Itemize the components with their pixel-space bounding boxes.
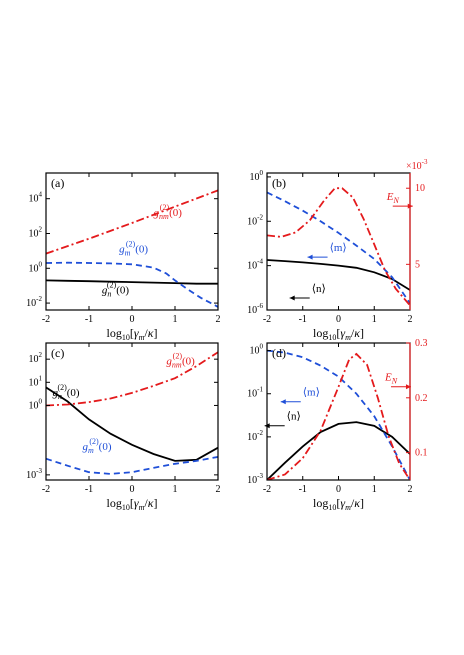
panel-c: -2 -1 0 1 2 10-3 100 101 102 (c) gnm(2)(0) gn(2)(0)… (26, 342, 221, 512)
series-line-b-1 (267, 191, 410, 304)
x-tick-label-b: 0 (336, 314, 341, 325)
series-label-a-1: gm(2)(0) (119, 240, 148, 258)
x-tick-label-b: 2 (408, 314, 413, 325)
y-tick-label-b: 10-6 (247, 302, 263, 316)
series-line-c-1 (46, 456, 218, 475)
series-line-a-1 (46, 261, 218, 308)
series-line-c-0 (46, 386, 218, 462)
x-tick-label-a: 1 (173, 314, 178, 325)
series-label-d-2: ⟨n⟩ (287, 411, 301, 423)
panel-tag-c: (c) (51, 346, 64, 360)
y2-tick-label-b: 5 (415, 259, 420, 270)
x-tick-label-a: 2 (216, 314, 221, 325)
x-tick-label-d: -2 (263, 484, 271, 495)
y-tick-label-d: 10-3 (247, 472, 263, 486)
y2-tick-label-d: 0.1 (415, 448, 428, 459)
series-line-d-2 (267, 352, 410, 480)
series-label-a-0: gnm(2)(0) (154, 203, 183, 221)
x-tick-label-a: 0 (130, 314, 135, 325)
x-tick-label-c: 0 (130, 484, 135, 495)
x-tick-label-d: -1 (299, 484, 307, 495)
series-label-d-0: EN (384, 372, 398, 386)
y-tick-label-d: 100 (250, 343, 264, 357)
series-label-c-1: gn(2)(0) (52, 383, 79, 401)
series-label-d-1: ⟨m⟩ (303, 387, 320, 399)
panel-d: -2 -1 0 1 2 10-3 10-2 10-1 100 0.1 0.2 0.3 (d) EN ⟨m⟩⟨… (247, 338, 427, 512)
panel-tag-d: (d) (272, 346, 286, 360)
y-tick-label-a: 10-2 (26, 295, 42, 309)
series-label-c-0: gnm(2)(0) (166, 351, 195, 369)
y-tick-label-a: 100 (29, 260, 43, 274)
x-tick-label-d: 0 (336, 484, 341, 495)
series-label-b-2: ⟨n⟩ (312, 283, 326, 295)
y2-multiplier-b: ×10-3 (406, 158, 428, 172)
y2-tick-label-b: 10 (415, 183, 425, 194)
y-tick-label-b: 10-2 (247, 213, 263, 227)
y2-tick-label-d: 0.3 (415, 338, 428, 349)
panel-tag-a: (a) (51, 176, 64, 190)
panel-b: -2 -1 0 1 2 10-6 10-4 10-2 100 5 10 ×10-3 (b) EN ⟨m⟩ ⟨n… (247, 158, 428, 342)
series-line-d-1 (267, 349, 410, 480)
y-tick-label-c: 101 (29, 374, 43, 388)
x-tick-label-c: -2 (42, 484, 50, 495)
series-line-d-0 (267, 421, 410, 480)
series-line-a-2 (46, 189, 218, 255)
series-label-b-1: ⟨m⟩ (330, 242, 347, 254)
series-label-c-2: gm(2)(0) (83, 437, 112, 455)
series-line-b-0 (267, 259, 410, 291)
y-tick-label-d: 10-1 (247, 386, 263, 400)
series-line-a-0 (46, 279, 218, 285)
x-tick-label-c: -1 (85, 484, 93, 495)
x-tick-label-c: 2 (216, 484, 221, 495)
y-tick-label-a: 104 (29, 191, 43, 205)
y-tick-label-c: 100 (29, 397, 43, 411)
y-tick-label-a: 102 (29, 225, 43, 239)
x-axis-title-a: log10[γm/κ] (107, 326, 158, 342)
series-line-b-2 (267, 187, 410, 306)
series-label-a-2: gn(2)(0) (102, 281, 129, 299)
panel-tag-b: (b) (272, 176, 286, 190)
x-axis-title-d: log10[γm/κ] (313, 496, 364, 512)
x-tick-label-b: -2 (263, 314, 271, 325)
y2-tick-label-d: 0.2 (415, 393, 428, 404)
panel-a: -2 -1 0 1 2 10-2 100 102 104 (a) gnm(2)(0) gm(2)(0)… (26, 172, 221, 342)
x-tick-label-b: 1 (372, 314, 377, 325)
series-label-b-0: EN (386, 191, 400, 205)
y-tick-label-c: 10-3 (26, 467, 42, 481)
x-axis-title-c: log10[γm/κ] (107, 496, 158, 512)
x-tick-label-b: -1 (299, 314, 307, 325)
x-tick-label-c: 1 (173, 484, 178, 495)
y-tick-label-d: 10-2 (247, 429, 263, 443)
x-tick-label-a: -1 (85, 314, 93, 325)
y-tick-label-b: 100 (250, 169, 264, 183)
x-tick-label-d: 2 (408, 484, 413, 495)
x-tick-label-d: 1 (372, 484, 377, 495)
x-axis-title-b: log10[γm/κ] (313, 326, 364, 342)
series-line-c-2 (46, 351, 218, 407)
x-tick-label-a: -2 (42, 314, 50, 325)
y-tick-label-c: 102 (29, 351, 43, 365)
y-tick-label-b: 10-4 (247, 258, 263, 272)
